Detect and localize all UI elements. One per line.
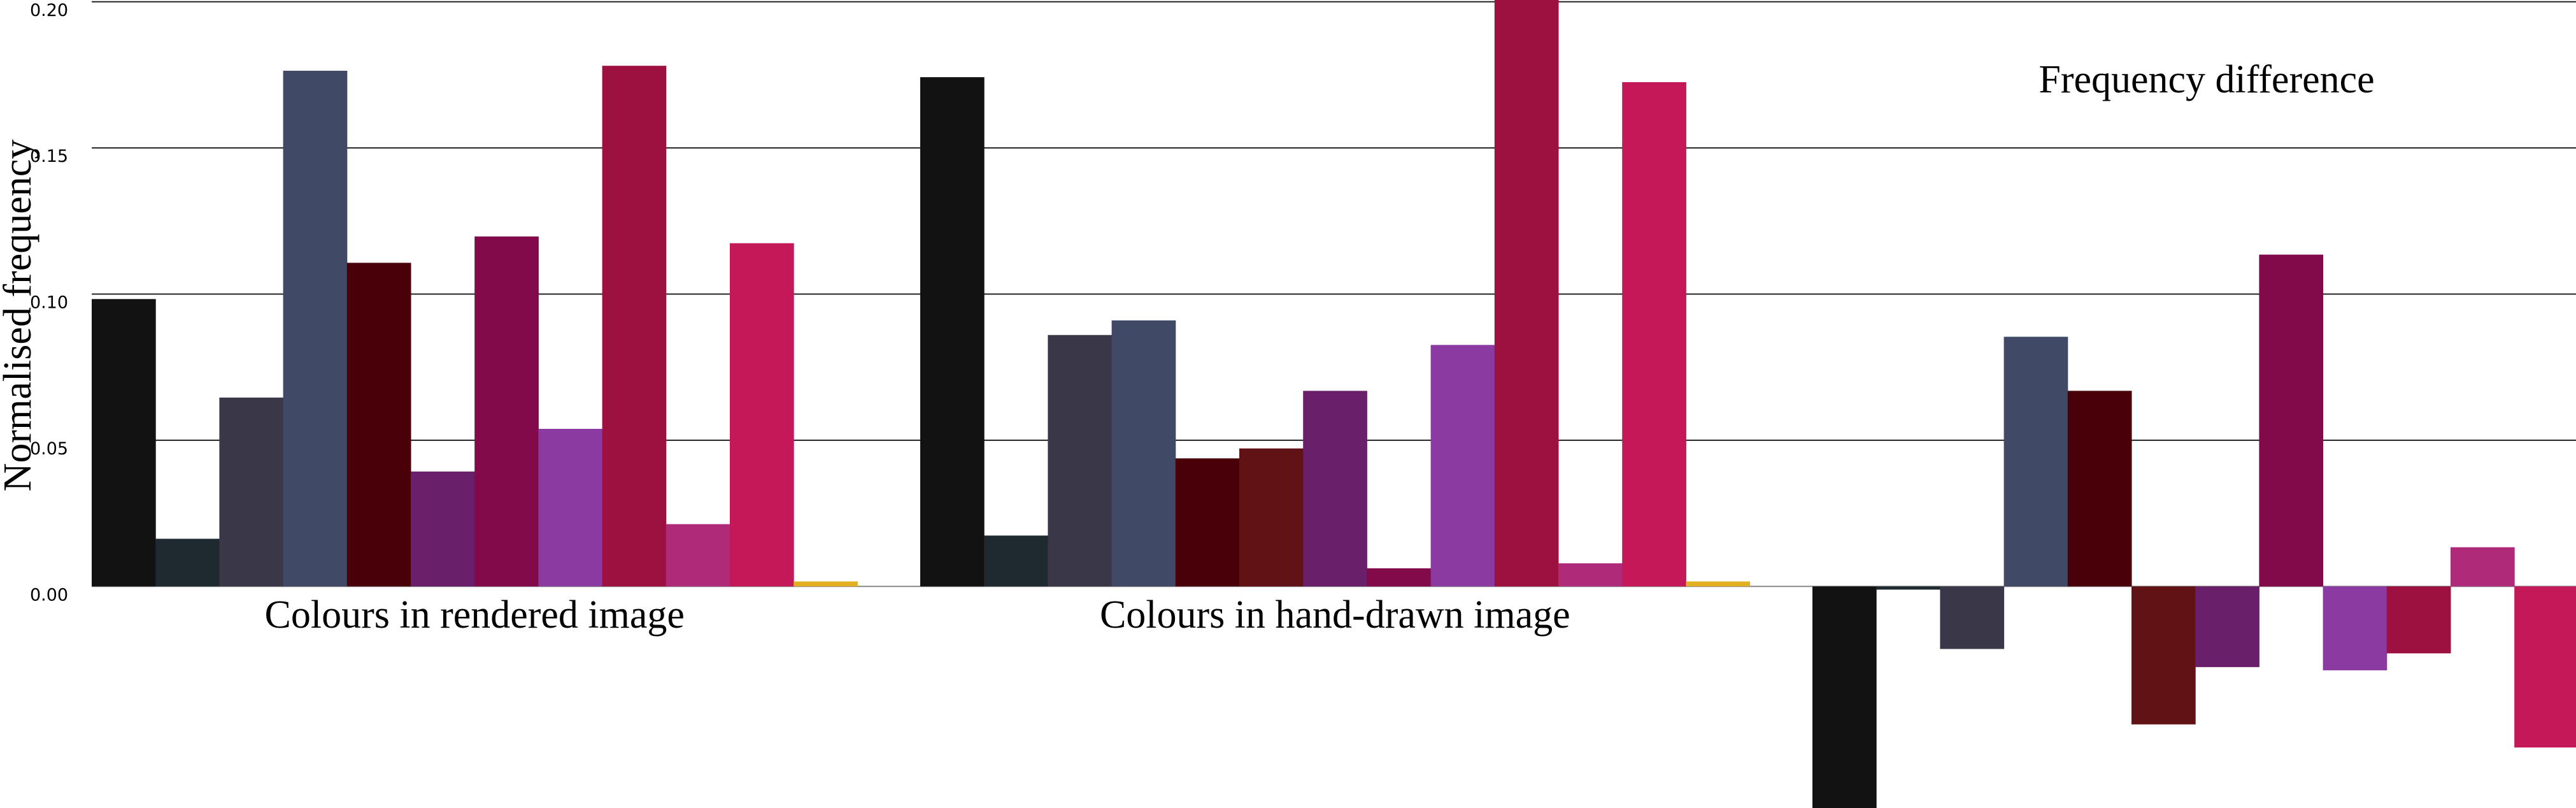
bar: [2514, 586, 2576, 748]
bar: [730, 243, 794, 587]
bar: [2131, 586, 2196, 725]
bar: [2259, 254, 2324, 587]
bar: [665, 524, 730, 587]
bar: [283, 71, 348, 587]
bar: [1175, 458, 1240, 587]
group-label: Colours in rendered image: [264, 593, 684, 637]
y-tick-label: 0.05: [30, 439, 68, 459]
bar: [538, 428, 603, 587]
y-tick-label: 0.20: [30, 1, 68, 20]
y-tick-label: 0.00: [30, 585, 68, 605]
bar: [219, 397, 284, 587]
bar: [411, 471, 475, 587]
bar: [1303, 391, 1367, 587]
bar: [602, 66, 667, 587]
group-label: Colours in hand-drawn image: [1100, 593, 1570, 637]
bar: [1940, 586, 2005, 649]
bar: [1239, 448, 1304, 587]
bar: [346, 263, 411, 587]
y-tick-label: 0.10: [30, 293, 68, 313]
bar: [92, 299, 156, 587]
bar: [1812, 586, 1877, 808]
bar: [1367, 568, 1432, 587]
bar: [155, 538, 220, 587]
bar: [1430, 345, 1495, 587]
bar: [2003, 336, 2068, 587]
bar: [2386, 586, 2451, 654]
bar: [1686, 581, 1751, 587]
y-axis-label: Normalised frequency: [0, 140, 39, 492]
bar: [1558, 563, 1623, 587]
bar: [474, 236, 539, 587]
bar: [1111, 320, 1176, 587]
bar: [2323, 586, 2387, 670]
bar: [920, 77, 985, 587]
y-tick-label: 0.15: [30, 147, 68, 166]
bar: [2195, 586, 2259, 667]
bar: [1494, 0, 1559, 587]
bar: [793, 581, 858, 587]
bar: [2451, 547, 2515, 587]
bar: [984, 535, 1048, 587]
bar: [1622, 82, 1686, 587]
chart-title: Frequency difference: [2039, 58, 2374, 101]
bar: [1048, 335, 1113, 587]
bar: [2067, 391, 2132, 587]
bar: [1876, 586, 1940, 590]
